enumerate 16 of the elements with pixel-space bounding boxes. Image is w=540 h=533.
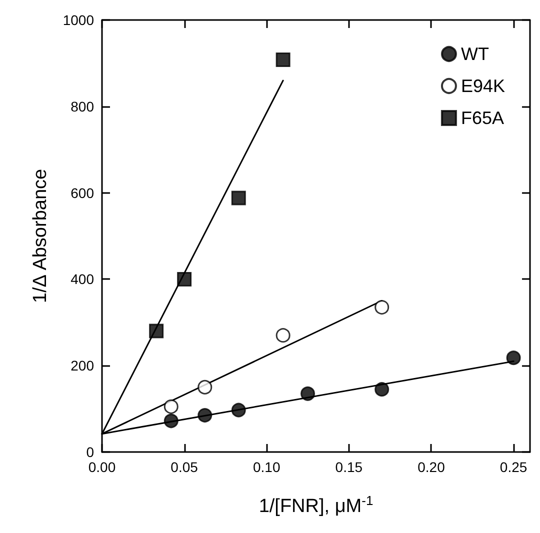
legend-label: F65A bbox=[460, 108, 504, 128]
y-tick-label: 800 bbox=[70, 98, 94, 114]
x-tick-label: 0.00 bbox=[88, 459, 116, 475]
y-tick-label: 0 bbox=[86, 444, 94, 460]
legend-label: E94K bbox=[460, 76, 506, 96]
y-tick-label: 400 bbox=[70, 271, 94, 288]
y-axis-title: 1/Δ Absorbance bbox=[30, 168, 51, 304]
y-tick-label: 1000 bbox=[62, 12, 94, 28]
legend-label: WT bbox=[460, 44, 489, 64]
y-tick-label: 600 bbox=[70, 184, 94, 201]
y-tick-label: 200 bbox=[70, 358, 94, 374]
x-tick-label: 0.05 bbox=[170, 459, 198, 475]
x-tick-label: 0.15 bbox=[335, 459, 363, 475]
x-tick-label: 0.10 bbox=[252, 459, 280, 475]
x-tick-label: 0.20 bbox=[418, 459, 446, 475]
x-tick-label: 0.25 bbox=[500, 459, 528, 475]
